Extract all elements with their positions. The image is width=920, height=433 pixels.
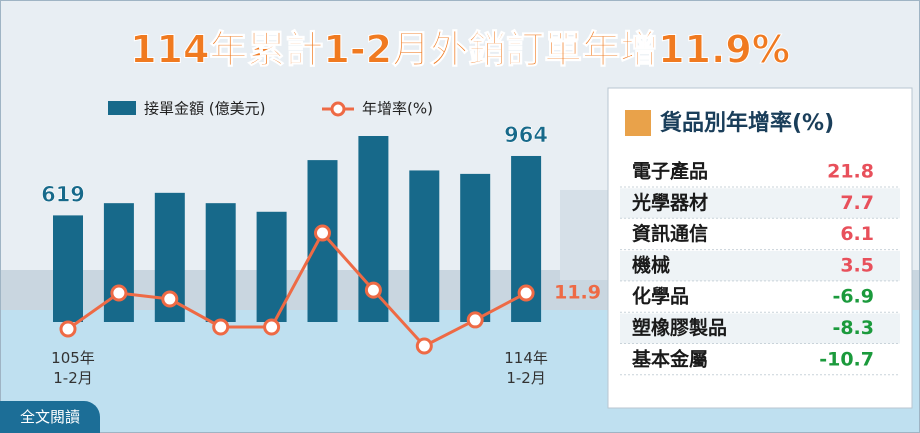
row-value: 3.5 — [840, 254, 874, 276]
read-more-button[interactable]: 全文閱讀 — [0, 401, 100, 433]
line-value-label: 11.9 — [554, 282, 601, 304]
bar — [53, 215, 83, 322]
box-icon — [625, 110, 651, 136]
bar-value-label: 964 — [504, 123, 548, 147]
growth-marker — [59, 320, 77, 338]
table-title: 貨品別年增率(%) — [660, 110, 834, 136]
table-panel — [607, 87, 913, 409]
row-value: -10.7 — [819, 348, 874, 370]
row-value: -6.9 — [832, 286, 874, 308]
row-value: 7.7 — [840, 192, 874, 214]
row-label: 基本金屬 — [631, 347, 708, 370]
growth-marker — [415, 337, 433, 355]
row-label: 塑橡膠製品 — [632, 316, 727, 339]
row-band — [620, 313, 900, 344]
growth-marker — [263, 318, 281, 336]
bar — [103, 203, 134, 322]
growth-line — [67, 230, 527, 348]
legend-label: 接單金額 (億美元) — [144, 100, 265, 118]
x-tick-label: 105年 1-2月 — [51, 349, 95, 387]
bar — [256, 211, 287, 322]
growth-marker — [364, 281, 382, 299]
x-tick-label: 114年 1-2月 — [504, 349, 548, 387]
bar — [460, 173, 491, 322]
row-value: 21.8 — [827, 161, 874, 183]
row-label: 資訊通信 — [632, 222, 708, 245]
growth-marker — [161, 290, 179, 308]
legend-label: 年增率(%) — [362, 100, 433, 118]
growth-marker — [466, 311, 484, 329]
growth-marker — [517, 284, 535, 302]
bar-value-label: 619 — [41, 182, 85, 206]
row-band — [620, 188, 900, 219]
row-label: 化學品 — [632, 285, 689, 308]
growth-marker — [212, 318, 230, 336]
row-label: 電子產品 — [632, 160, 708, 183]
growth-marker — [314, 224, 331, 242]
row-value: 6.1 — [840, 223, 874, 245]
legend-swatch — [108, 101, 136, 115]
row-label: 光學器材 — [631, 191, 708, 214]
title: 114年累計1-2月外銷訂單年增11.9% — [130, 28, 790, 72]
row-band — [620, 250, 900, 281]
bar — [409, 170, 440, 322]
row-label: 機械 — [632, 253, 670, 276]
legend-marker — [330, 101, 346, 117]
growth-marker — [110, 284, 128, 302]
row-value: -8.3 — [832, 317, 874, 339]
bar — [205, 203, 236, 322]
